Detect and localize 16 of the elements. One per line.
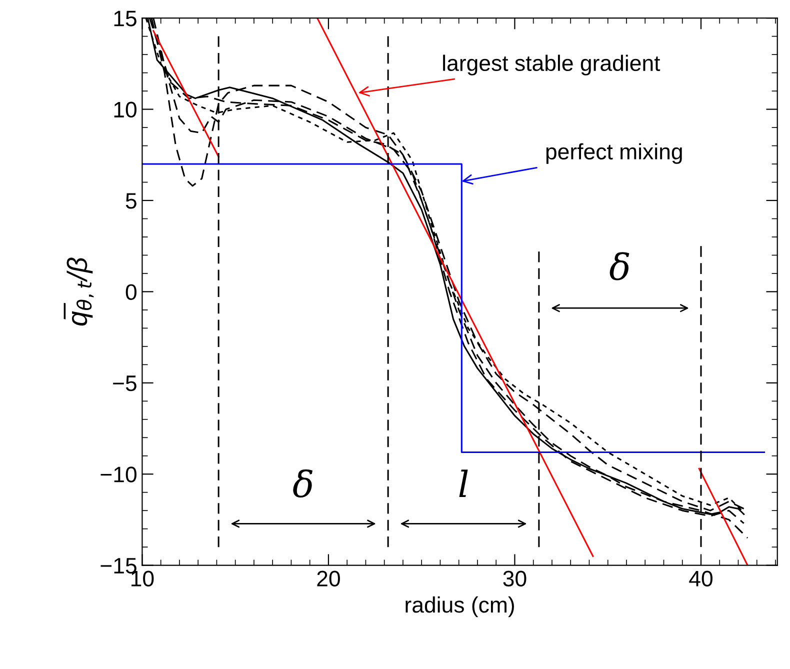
y-tick-label: −10 — [100, 466, 136, 482]
x-axis-title: radius (cm) — [406, 596, 514, 618]
y-tick-label: 10 — [114, 102, 136, 118]
annotation: perfect mixing — [546, 143, 682, 164]
y-tick-label: 0 — [126, 284, 136, 300]
y-tick-label: −5 — [113, 376, 136, 392]
x-tick-label: 20 — [317, 570, 340, 586]
x-tick-label: 30 — [503, 570, 526, 586]
y-axis-title: q̅$_{θ,t}$/β — [64, 258, 94, 326]
y-tick-label: 5 — [126, 193, 136, 209]
annotation: l — [459, 470, 468, 498]
annotation: δ — [610, 252, 630, 280]
x-tick-label: 40 — [689, 570, 712, 586]
y-tick-label: 15 — [114, 10, 136, 26]
annotation: δ — [293, 469, 313, 498]
annotation: largest stable gradient — [443, 54, 660, 76]
